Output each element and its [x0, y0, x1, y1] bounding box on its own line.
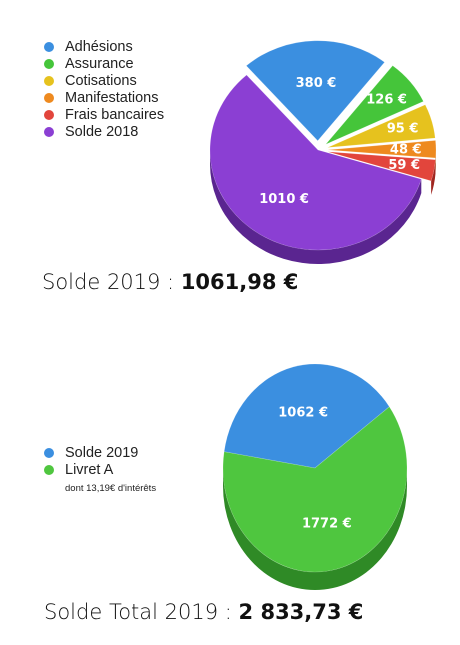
legend-label: Manifestations — [65, 89, 159, 106]
total-amount: 2 833,73 € — [238, 600, 364, 624]
total-label: Solde 2019 : — [42, 270, 181, 294]
legend-item-assurance: Assurance — [44, 55, 164, 72]
legend-note: dont 13,19€ d'intérêts — [65, 483, 157, 494]
legend-label: Adhésions — [65, 38, 133, 55]
slice-label-assurance: 126 € — [366, 92, 407, 107]
legend-swatch — [44, 464, 54, 475]
slice-label-cotisations: 95 € — [387, 121, 419, 136]
total-amount: 1061,98 € — [180, 270, 299, 294]
legend-item-frais-bancaires: Frais bancaires — [44, 106, 164, 123]
pie-slice-adhesions — [245, 40, 385, 142]
legend-item-manifestations: Manifestations — [44, 89, 164, 106]
slice-label-manifestations: 48 € — [390, 142, 422, 157]
pie-slice-cotisations — [327, 104, 436, 148]
pie-slice-assurance — [325, 65, 424, 145]
pie-slice-solde-2019 — [223, 363, 390, 469]
legend-label: Cotisations — [65, 72, 137, 89]
legend-item-cotisations: Cotisations — [44, 72, 164, 89]
legend-swatch — [44, 58, 54, 69]
legend-label: Frais bancaires — [65, 106, 165, 123]
legend-swatch — [44, 109, 54, 120]
legend-item-solde-2018: Solde 2018 — [44, 123, 164, 140]
total-solde-2019: Solde 2019 : 1061,98 € — [42, 270, 298, 294]
legend-item-adhesions: Adhésions — [44, 38, 164, 55]
pie-slice-manifestations — [327, 140, 437, 159]
slice-label-livret-a: 1772 € — [302, 517, 352, 532]
legend-swatch — [44, 92, 54, 103]
slice-label-solde-2018: 1010 € — [259, 192, 309, 207]
legend-chart-2: Solde 2019 Livret A dont 13,19€ d'intérêts — [44, 444, 156, 494]
pie-side-livret-a — [223, 468, 407, 590]
total-solde-total-2019: Solde Total 2019 : 2 833,73 € — [44, 600, 363, 624]
legend-label: Livret A — [65, 461, 114, 478]
pie-depth — [210, 149, 436, 265]
legend-label: Assurance — [65, 55, 134, 72]
legend-item-solde-2019: Solde 2019 — [44, 444, 156, 461]
legend-swatch — [44, 447, 54, 458]
total-label: Solde Total 2019 : — [44, 600, 239, 624]
slice-label-solde-2019: 1062 € — [278, 405, 328, 420]
pie-slice-livret-a — [222, 406, 408, 573]
pie-depth — [223, 468, 407, 590]
legend-swatch — [44, 41, 54, 52]
legend-chart-1: Adhésions Assurance Cotisations Manifestati… — [44, 38, 164, 140]
slice-label-frais-bancaires: 59 € — [388, 158, 420, 173]
legend-item-livret-a: Livret A — [44, 461, 156, 478]
legend-label: Solde 2019 — [65, 444, 139, 461]
pie-slice-frais-bancaires — [327, 151, 436, 182]
pie-side-frais-bancaires — [431, 159, 436, 195]
legend-label: Solde 2018 — [65, 123, 139, 140]
slice-label-adhesions: 380 € — [296, 76, 337, 91]
pie-slice-solde-2018 — [209, 74, 422, 251]
legend-swatch — [44, 126, 54, 137]
legend-swatch — [44, 75, 54, 86]
